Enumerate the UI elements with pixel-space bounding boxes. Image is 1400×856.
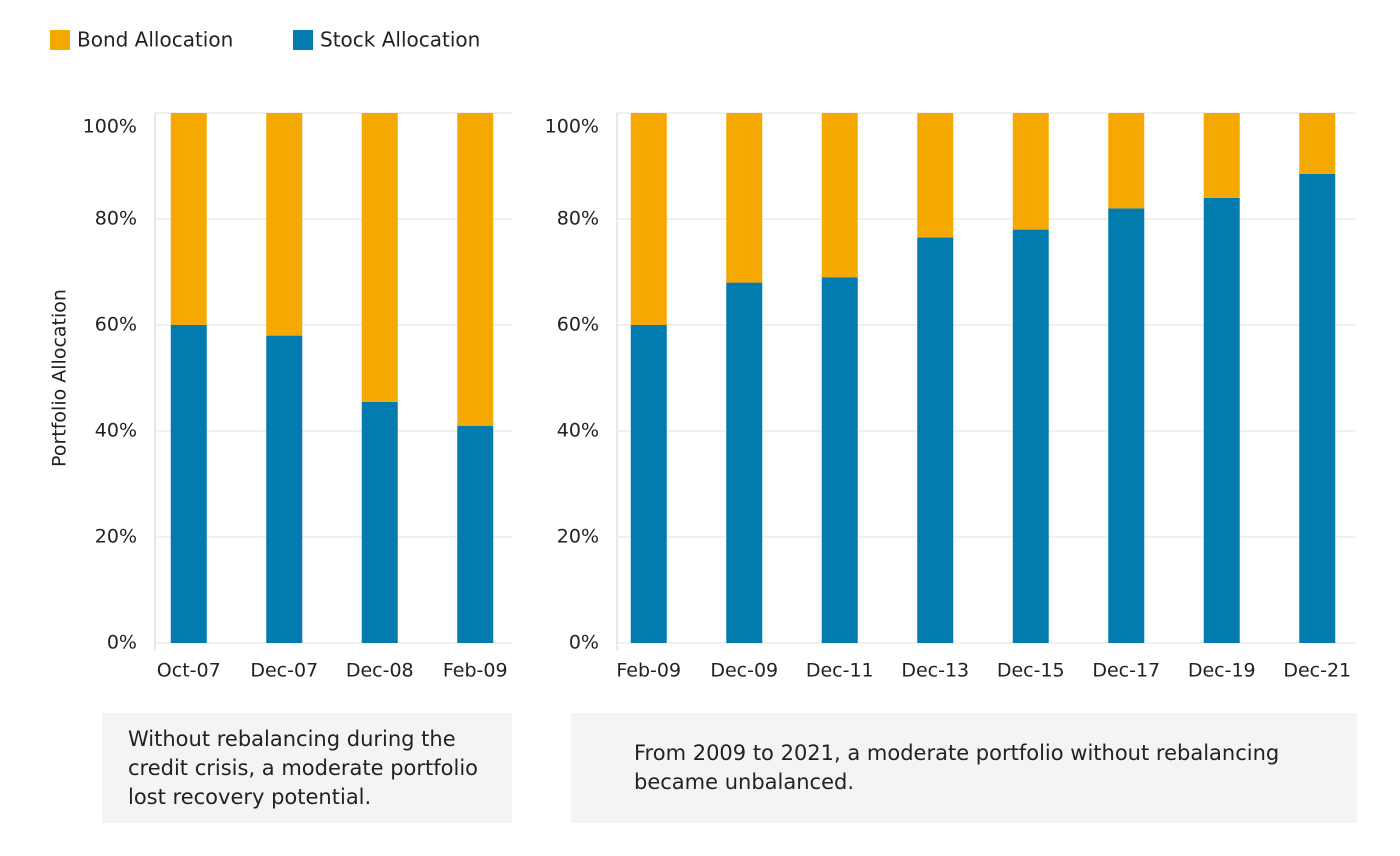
legend-swatch [293, 30, 313, 50]
caption: Without rebalancing during the credit cr… [128, 726, 479, 809]
bar-segment [1012, 229, 1049, 643]
x-tick-label: Feb-09 [616, 660, 681, 682]
bar-segment [361, 113, 398, 402]
y-tick-label: 80% [95, 208, 137, 230]
x-tick-label: Dec-09 [710, 660, 778, 682]
bar-segment [361, 401, 398, 643]
bar-segment [266, 335, 303, 643]
y-tick-label: 60% [95, 314, 137, 336]
bar-segment [266, 113, 303, 336]
x-tick-label: Dec-15 [997, 660, 1065, 682]
x-tick-label: Dec-19 [1188, 660, 1256, 682]
bar-segment [630, 113, 667, 325]
x-tick-label: Dec-13 [901, 660, 969, 682]
legend-label: Stock Allocation [320, 28, 480, 52]
legend-swatch [50, 30, 70, 50]
x-tick-label: Oct-07 [157, 660, 221, 682]
y-tick-label: 0% [569, 632, 599, 654]
x-tick-label: Dec-08 [346, 660, 414, 682]
y-tick-label: 20% [95, 526, 137, 548]
x-tick-label: Feb-09 [443, 660, 508, 682]
bar-segment [457, 113, 494, 426]
bar-segment [726, 113, 763, 283]
x-tick-label: Dec-11 [806, 660, 874, 682]
caption: From 2009 to 2021, a moderate portfolio … [634, 741, 1280, 794]
y-tick-label: 40% [95, 420, 137, 442]
bar-segment [630, 325, 667, 643]
y-tick-label: 100% [83, 116, 137, 138]
y-tick-label: 40% [557, 420, 599, 442]
bar-segment [1299, 173, 1336, 643]
bar-segment [917, 237, 954, 644]
y-tick-label: 60% [557, 314, 599, 336]
bar-segment [1108, 208, 1145, 643]
y-tick-label: 80% [557, 208, 599, 230]
bar-segment [1203, 113, 1240, 198]
bar-segment [1299, 113, 1336, 174]
bar-segment [821, 277, 858, 643]
y-tick-label: 100% [545, 116, 599, 138]
x-tick-label: Dec-07 [250, 660, 318, 682]
x-tick-label: Dec-17 [1092, 660, 1160, 682]
legend-label: Bond Allocation [77, 28, 233, 52]
bar-segment [1012, 113, 1049, 230]
y-axis-label: Portfolio Allocation [49, 289, 71, 467]
bar-segment [457, 425, 494, 643]
caption-box: Without rebalancing during the credit cr… [102, 713, 512, 823]
bar-segment [917, 113, 954, 238]
y-tick-label: 0% [107, 632, 137, 654]
bar-segment [170, 325, 207, 643]
caption-box: From 2009 to 2021, a moderate portfolio … [571, 713, 1357, 823]
bar-segment [726, 282, 763, 643]
bar-segment [821, 113, 858, 278]
y-tick-label: 20% [557, 526, 599, 548]
bar-segment [1108, 113, 1145, 209]
x-tick-label: Dec-21 [1283, 660, 1351, 682]
bar-segment [1203, 197, 1240, 644]
bar-segment [170, 113, 207, 325]
